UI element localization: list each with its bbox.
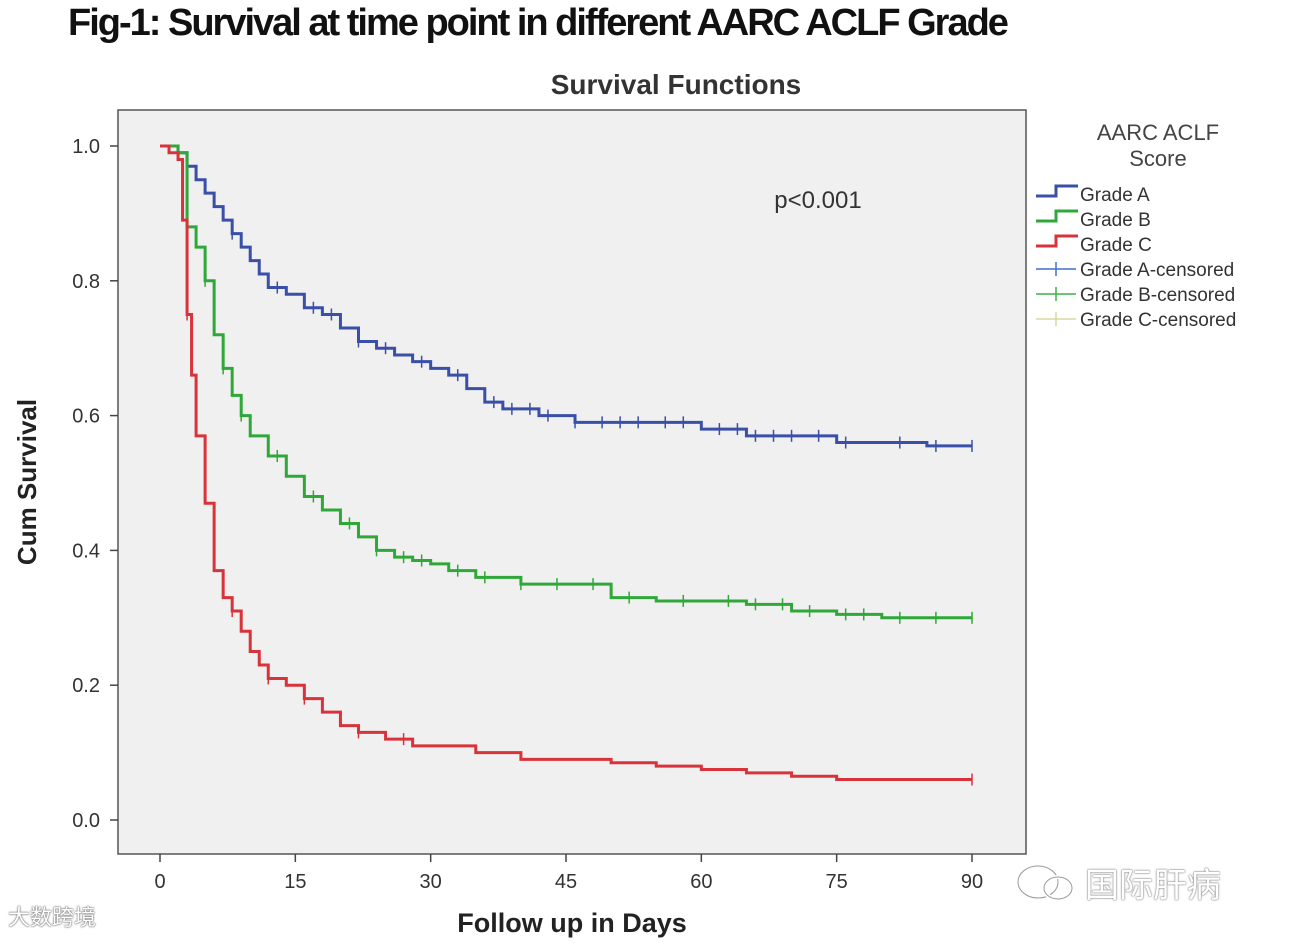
legend-title-line2: Score (1129, 146, 1186, 171)
p-value-annotation: p<0.001 (774, 187, 861, 214)
y-axis-label: Cum Survival (12, 399, 42, 565)
y-tick-label: 0.2 (72, 675, 100, 697)
watermark-right: 国际肝病 (1085, 866, 1221, 906)
figure-title: Fig-1: Survival at time point in differe… (68, 2, 1009, 44)
x-axis-label: Follow up in Days (457, 908, 687, 938)
x-axis: 0 15 30 45 60 75 90 (154, 854, 983, 893)
x-tick-label: 75 (826, 871, 848, 893)
y-tick-label: 0.0 (72, 810, 100, 832)
plot-area (117, 109, 1027, 855)
x-tick-label: 45 (555, 871, 577, 893)
y-tick-label: 0.8 (72, 271, 100, 293)
wechat-icon (1016, 864, 1074, 901)
legend-swatch-grade-b (1036, 209, 1078, 223)
series-line-grade-b (160, 144, 972, 620)
series-line-grade-c (160, 144, 972, 782)
legend-label-grade-a-censored: Grade A-censored (1080, 260, 1234, 281)
censor-layer (186, 227, 973, 786)
watermark-left: 大数跨境 (8, 906, 97, 931)
legend-title-line1: AARC ACLF (1097, 120, 1219, 145)
legend-label-grade-b: Grade B (1080, 210, 1151, 231)
series-line-grade-a (160, 144, 972, 448)
y-tick-label: 0.6 (72, 406, 100, 428)
x-tick-label: 90 (961, 871, 983, 893)
chart-title: Survival Functions (551, 69, 802, 100)
legend-label-grade-c: Grade C (1080, 235, 1152, 256)
y-axis: 0.0 0.2 0.4 0.6 0.8 1.0 (72, 136, 118, 832)
y-tick-label: 0.4 (72, 540, 100, 562)
series-layer (160, 144, 972, 782)
x-tick-label: 0 (154, 871, 165, 893)
x-tick-label: 60 (690, 871, 712, 893)
legend-label-grade-c-censored: Grade C-censored (1080, 310, 1236, 331)
legend: Grade A Grade B Grade C Grade A-censored Gra… (1036, 184, 1236, 331)
x-tick-label: 15 (284, 871, 306, 893)
legend-label-grade-b-censored: Grade B-censored (1080, 285, 1235, 306)
legend-swatch-grade-c (1036, 234, 1078, 248)
legend-label-grade-a: Grade A (1080, 185, 1150, 206)
y-tick-label: 1.0 (72, 136, 100, 158)
legend-swatch-grade-a (1036, 184, 1078, 198)
x-tick-label: 30 (420, 871, 442, 893)
